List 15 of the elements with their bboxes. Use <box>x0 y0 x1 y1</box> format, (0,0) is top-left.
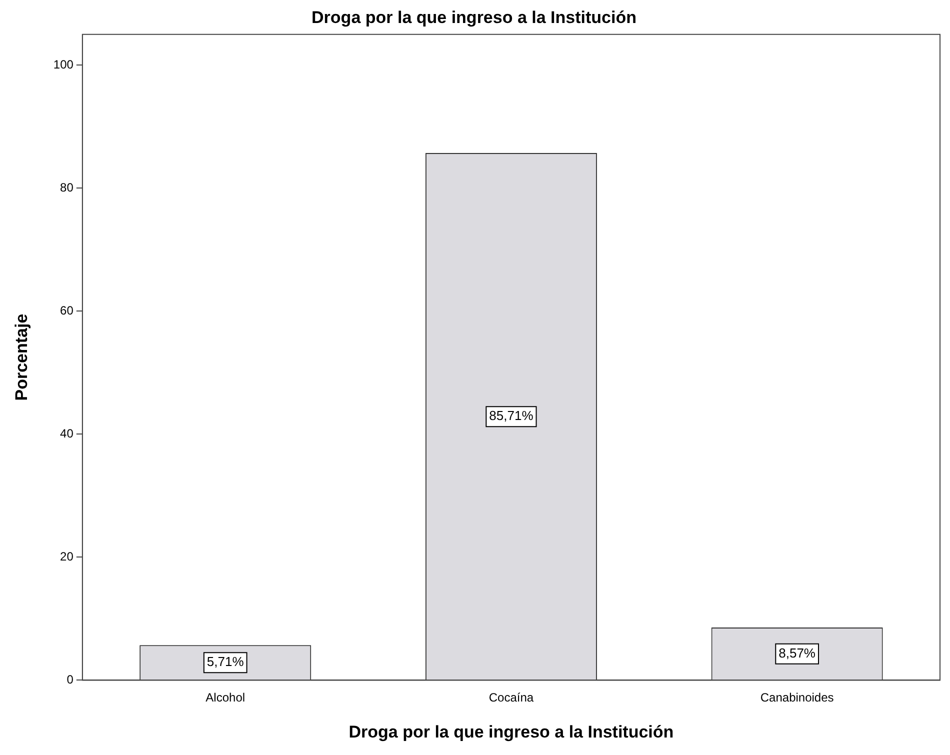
y-tick-label: 0 <box>66 672 74 687</box>
y-tick-label: 20 <box>60 550 74 564</box>
y-axis-title: Porcentaje <box>12 314 31 401</box>
data-label: 85,71% <box>489 408 534 424</box>
y-tick-label: 40 <box>60 426 74 440</box>
data-label: 5,71% <box>206 654 244 670</box>
x-axis-title: Droga por la que ingreso a la Institución <box>348 722 674 742</box>
x-tick-label: Cocaína <box>488 690 534 705</box>
y-tick-label: 60 <box>60 303 74 318</box>
chart-title: Droga por la que ingreso a la Institución <box>312 8 636 27</box>
y-tick-label: 100 <box>53 57 74 72</box>
x-tick-label: Canabinoides <box>760 690 834 705</box>
y-tick-label: 80 <box>60 180 74 194</box>
data-label: 8,57% <box>778 645 816 660</box>
x-tick-label: Alcohol <box>206 690 246 705</box>
